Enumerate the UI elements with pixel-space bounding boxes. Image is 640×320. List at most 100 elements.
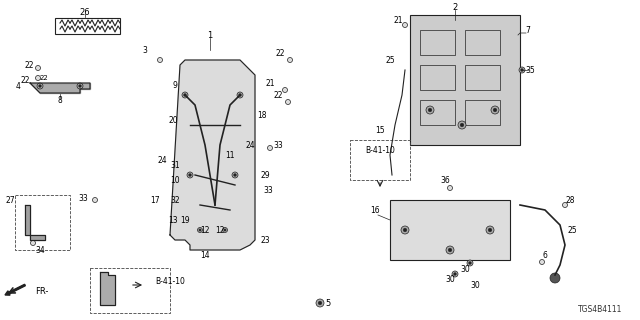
Text: 22: 22 xyxy=(24,60,34,69)
Text: 32: 32 xyxy=(170,196,180,204)
Circle shape xyxy=(232,172,238,178)
Circle shape xyxy=(448,248,452,252)
Text: 5: 5 xyxy=(325,299,331,308)
Text: 29: 29 xyxy=(260,171,270,180)
Polygon shape xyxy=(100,272,115,305)
Polygon shape xyxy=(170,60,255,250)
Circle shape xyxy=(521,69,524,71)
Bar xyxy=(420,30,455,55)
Circle shape xyxy=(189,174,191,176)
Circle shape xyxy=(428,108,432,112)
Bar xyxy=(465,100,500,125)
Text: 30: 30 xyxy=(460,266,470,275)
Text: 4: 4 xyxy=(15,82,20,91)
Text: TGS4B4111: TGS4B4111 xyxy=(578,306,622,315)
Text: 19: 19 xyxy=(180,215,190,225)
Text: 15: 15 xyxy=(375,125,385,134)
Circle shape xyxy=(454,273,456,275)
Circle shape xyxy=(316,299,324,307)
Text: 35: 35 xyxy=(525,66,535,75)
Bar xyxy=(55,18,120,34)
Circle shape xyxy=(93,197,97,203)
Circle shape xyxy=(318,301,322,305)
Circle shape xyxy=(403,22,408,28)
Text: 20: 20 xyxy=(168,116,178,124)
Text: 25: 25 xyxy=(567,226,577,235)
Circle shape xyxy=(199,229,201,231)
Circle shape xyxy=(237,92,243,98)
Text: 33: 33 xyxy=(78,194,88,203)
Circle shape xyxy=(519,67,525,73)
Text: FR-: FR- xyxy=(35,287,49,297)
Text: 18: 18 xyxy=(257,110,267,119)
Circle shape xyxy=(285,100,291,105)
Circle shape xyxy=(493,108,497,112)
Text: B-41-10: B-41-10 xyxy=(155,277,185,286)
Text: 7: 7 xyxy=(525,26,531,35)
Polygon shape xyxy=(30,83,90,93)
Circle shape xyxy=(282,87,287,92)
Circle shape xyxy=(77,83,83,89)
Circle shape xyxy=(447,186,452,190)
Circle shape xyxy=(540,260,545,265)
Text: 27: 27 xyxy=(5,196,15,204)
Text: 22: 22 xyxy=(40,75,49,81)
Text: 23: 23 xyxy=(260,236,270,244)
Text: 21: 21 xyxy=(393,15,403,25)
Circle shape xyxy=(458,121,466,129)
Text: 10: 10 xyxy=(170,175,180,185)
Circle shape xyxy=(452,271,458,277)
Text: 9: 9 xyxy=(173,81,177,90)
Text: 11: 11 xyxy=(225,150,235,159)
Circle shape xyxy=(401,226,409,234)
Text: 21: 21 xyxy=(265,78,275,87)
Circle shape xyxy=(31,241,35,245)
Text: 30: 30 xyxy=(445,276,455,284)
Circle shape xyxy=(187,172,193,178)
Text: 3: 3 xyxy=(143,45,147,54)
Text: 8: 8 xyxy=(58,95,62,105)
Text: 34: 34 xyxy=(35,245,45,254)
Circle shape xyxy=(287,58,292,62)
Text: 13: 13 xyxy=(168,215,178,225)
Circle shape xyxy=(184,94,186,96)
Text: 33: 33 xyxy=(273,140,283,149)
Text: 30: 30 xyxy=(470,281,480,290)
Text: 22: 22 xyxy=(273,91,283,100)
Circle shape xyxy=(426,106,434,114)
Bar xyxy=(390,200,510,260)
Circle shape xyxy=(468,262,471,264)
Text: 24: 24 xyxy=(157,156,167,164)
Text: 36: 36 xyxy=(440,175,450,185)
Circle shape xyxy=(198,228,202,233)
Text: 22: 22 xyxy=(275,49,285,58)
Text: 33: 33 xyxy=(263,186,273,195)
Circle shape xyxy=(239,94,241,96)
Circle shape xyxy=(224,229,226,231)
Circle shape xyxy=(403,228,407,232)
Circle shape xyxy=(550,273,560,283)
Text: 12: 12 xyxy=(200,226,210,235)
Text: 14: 14 xyxy=(200,251,210,260)
Text: 6: 6 xyxy=(543,251,547,260)
Circle shape xyxy=(563,203,568,207)
Text: 28: 28 xyxy=(565,196,575,204)
Circle shape xyxy=(491,106,499,114)
Text: 24: 24 xyxy=(245,140,255,149)
Circle shape xyxy=(38,85,42,87)
Bar xyxy=(410,15,520,145)
Circle shape xyxy=(223,228,227,233)
Circle shape xyxy=(37,83,43,89)
Text: 1: 1 xyxy=(207,30,212,39)
Text: 12: 12 xyxy=(215,226,225,235)
Circle shape xyxy=(488,228,492,232)
Circle shape xyxy=(35,76,40,81)
Circle shape xyxy=(460,123,464,127)
Text: 16: 16 xyxy=(370,205,380,214)
Text: 25: 25 xyxy=(385,55,395,65)
Circle shape xyxy=(486,226,494,234)
Text: 2: 2 xyxy=(452,3,458,12)
Bar xyxy=(420,65,455,90)
Polygon shape xyxy=(25,205,45,240)
Circle shape xyxy=(182,92,188,98)
